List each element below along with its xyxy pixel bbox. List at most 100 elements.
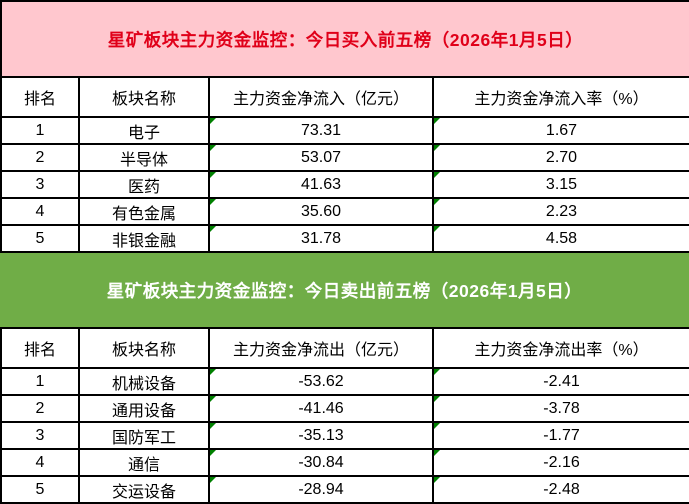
cell-text: 3.15 [545,175,578,193]
table-row: 3 国防军工 -35.13 -1.77 [0,421,689,450]
rank-cell: 4 [0,448,80,477]
rank-cell: 5 [0,475,80,504]
stored-as-text-flag-icon [211,146,216,151]
sector-cell: 电子 [78,116,210,145]
buy-title-bar: 星矿板块主力资金监控：今日买入前五榜（2026年1月5日） [0,0,689,76]
outflow-rate-cell: -1.77 [432,421,689,450]
stored-as-text-flag-icon [211,173,216,178]
table-row: 1 机械设备 -53.62 -2.41 [0,367,689,396]
stored-as-text-flag-icon [211,478,216,483]
sector-cell: 通信 [78,448,210,477]
stored-as-text-flag-icon [211,370,216,375]
cell-text: 5 [35,480,45,498]
inflow-rate-cell: 3.15 [432,170,689,199]
buy-column-header-rank: 排名 [0,76,80,118]
stored-as-text-flag-icon [211,424,216,429]
cell-text: 1 [35,372,45,390]
sector-cell: 半导体 [78,143,210,172]
outflow-cell: -35.13 [208,421,434,450]
stored-as-text-flag-icon [435,424,440,429]
sell-header-row: 排名 板块名称 主力资金净流出（亿元） 主力资金净流出率（%） [0,327,689,369]
stored-as-text-flag-icon [211,119,216,124]
outflow-rate-cell: -2.48 [432,475,689,504]
buy-column-header-sector: 板块名称 [78,76,210,118]
sector-cell: 国防军工 [78,421,210,450]
cell-text: 国防军工 [111,429,176,447]
cell-text: 通信 [127,456,160,474]
sector-cell: 交运设备 [78,475,210,504]
inflow-cell: 35.60 [208,197,434,226]
cell-text: 2 [35,148,45,166]
sector-cell: 机械设备 [78,367,210,396]
cell-text: 1.67 [545,121,578,139]
buy-column-header-inflow: 主力资金净流入（亿元） [208,76,434,118]
cell-text: 35.60 [300,202,342,220]
cell-text: 有色金属 [111,205,176,223]
cell-text: 通用设备 [111,402,176,420]
cell-text: -2.41 [543,372,580,390]
buy-table: 排名 板块名称 主力资金净流入（亿元） 主力资金净流入率（%） 1 电子 73.… [0,76,689,253]
cell-text: 4 [35,202,45,220]
cell-text: 交运设备 [111,483,176,501]
table-row: 5 交运设备 -28.94 -2.48 [0,475,689,504]
buy-title: 星矿板块主力资金监控：今日买入前五榜（2026年1月5日） [107,29,584,50]
rank-cell: 3 [0,421,80,450]
outflow-cell: -53.62 [208,367,434,396]
cell-text: -35.13 [298,426,344,444]
sell-column-header-sector: 板块名称 [78,327,210,369]
cell-text: 2 [35,399,45,417]
inflow-rate-cell: 2.70 [432,143,689,172]
rank-cell: 2 [0,143,80,172]
cell-text: -1.77 [543,426,580,444]
stored-as-text-flag-icon [435,200,440,205]
rank-cell: 1 [0,116,80,145]
outflow-cell: -30.84 [208,448,434,477]
cell-text: -3.78 [543,399,580,417]
cell-text: 3 [35,426,45,444]
rank-cell: 1 [0,367,80,396]
sell-title-bar: 星矿板块主力资金监控：今日卖出前五榜（2026年1月5日） [0,253,689,327]
buy-header-row: 排名 板块名称 主力资金净流入（亿元） 主力资金净流入率（%） [0,76,689,118]
stored-as-text-flag-icon [435,173,440,178]
table-row: 4 通信 -30.84 -2.16 [0,448,689,477]
stored-as-text-flag-icon [435,397,440,402]
rank-cell: 3 [0,170,80,199]
inflow-cell: 41.63 [208,170,434,199]
cell-text: 1 [35,121,45,139]
stored-as-text-flag-icon [211,200,216,205]
cell-text: -2.48 [543,480,580,498]
table-row: 2 半导体 53.07 2.70 [0,143,689,172]
outflow-rate-cell: -3.78 [432,394,689,423]
stored-as-text-flag-icon [435,370,440,375]
inflow-rate-cell: 2.23 [432,197,689,226]
buy-column-header-inflow-rate: 主力资金净流入率（%） [432,76,689,118]
sell-title: 星矿板块主力资金监控：今日卖出前五榜（2026年1月5日） [106,280,583,301]
inflow-rate-cell: 1.67 [432,116,689,145]
cell-text: 2.23 [545,202,578,220]
inflow-cell: 73.31 [208,116,434,145]
cell-text: 3 [35,175,45,193]
stored-as-text-flag-icon [211,397,216,402]
table-row: 1 电子 73.31 1.67 [0,116,689,145]
cell-text: 41.63 [300,175,342,193]
inflow-rate-cell: 4.58 [432,224,689,253]
table-row: 4 有色金属 35.60 2.23 [0,197,689,226]
stored-as-text-flag-icon [435,478,440,483]
table-row: 3 医药 41.63 3.15 [0,170,689,199]
cell-text: 4 [35,453,45,471]
sell-column-header-outflow-rate: 主力资金净流出率（%） [432,327,689,369]
cell-text: 5 [35,229,45,247]
rank-cell: 4 [0,197,80,226]
cell-text: -2.16 [543,453,580,471]
cell-text: -28.94 [298,480,344,498]
outflow-rate-cell: -2.41 [432,367,689,396]
cell-text: 31.78 [300,229,342,247]
cell-text: 医药 [127,178,160,196]
stored-as-text-flag-icon [435,119,440,124]
sector-cell: 医药 [78,170,210,199]
sell-table: 排名 板块名称 主力资金净流出（亿元） 主力资金净流出率（%） 1 机械设备 -… [0,327,689,504]
sector-cell: 有色金属 [78,197,210,226]
cell-text: 53.07 [300,148,342,166]
rank-cell: 5 [0,224,80,253]
